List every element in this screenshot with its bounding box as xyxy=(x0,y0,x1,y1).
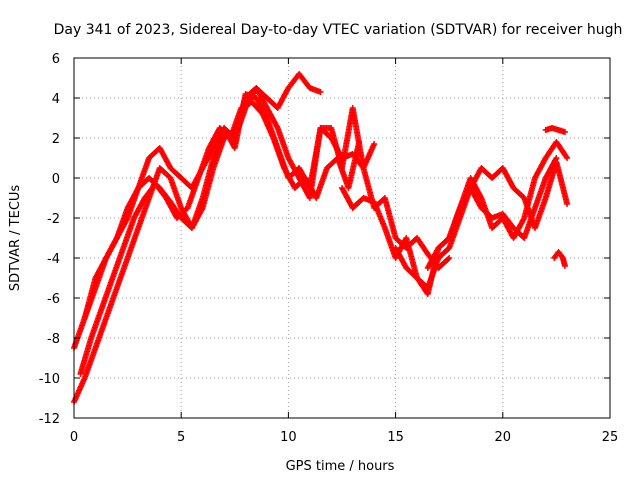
series-prn-i xyxy=(551,249,568,269)
data-point xyxy=(553,155,560,161)
y-tick-label: -4 xyxy=(47,252,60,267)
data-point xyxy=(563,153,570,160)
x-tick-label: 10 xyxy=(280,430,297,445)
y-tick-label: -6 xyxy=(47,292,60,307)
data-point xyxy=(371,141,378,147)
series-prn-h xyxy=(542,125,568,135)
data-point xyxy=(446,255,453,261)
data-point xyxy=(445,256,452,262)
x-tick-label: 15 xyxy=(387,430,404,445)
y-tick-label: 2 xyxy=(52,132,60,147)
chart-title: Day 341 of 2023, Sidereal Day-to-day VTE… xyxy=(54,22,623,38)
data-point xyxy=(564,155,571,161)
x-tick-label: 0 xyxy=(70,430,78,445)
data-point xyxy=(317,89,324,95)
y-tick-label: -12 xyxy=(39,412,60,427)
series-prn-a xyxy=(71,71,324,405)
axis-ticks: 0 5 10 15 20 25 -12 -10 -8 -6 -4 -2 0 2 4 6 xyxy=(39,52,619,445)
y-axis-label: SDTVAR / TECUs xyxy=(8,185,23,292)
series-prn-g xyxy=(424,155,560,271)
y-tick-label: 6 xyxy=(52,52,60,67)
x-axis-label: GPS time / hours xyxy=(286,459,395,474)
x-tick-label: 25 xyxy=(602,430,619,445)
plot-frame xyxy=(73,57,611,419)
x-tick-label: 5 xyxy=(177,430,185,445)
y-tick-label: -2 xyxy=(47,212,60,227)
data-point xyxy=(561,263,568,269)
data-point xyxy=(564,201,571,207)
y-tick-label: 0 xyxy=(52,172,60,187)
series-prn-d xyxy=(81,85,453,321)
y-tick-label: 4 xyxy=(52,92,60,107)
data-points xyxy=(71,71,571,405)
grid xyxy=(74,58,610,418)
data-point xyxy=(561,129,568,135)
y-tick-label: -10 xyxy=(39,372,60,387)
x-tick-label: 20 xyxy=(495,430,512,445)
y-tick-label: -8 xyxy=(47,332,60,347)
